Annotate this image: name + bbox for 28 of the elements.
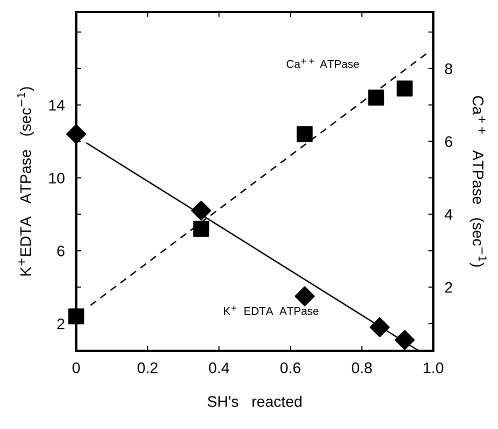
text: Ca$^{++}$ ATPase (sec$^{−1}$) [470,96,486,267]
point [68,308,84,324]
y-tick-label: 10 [49,172,64,184]
x-tick-label: 0 [72,362,80,374]
x-axis-title: SH's reacted [208,396,302,407]
x-tick-label: 0.6 [280,362,300,374]
y-tick-label: 6 [57,246,64,256]
y2-tick-label: 6 [445,136,452,148]
x-tick-label: 0.2 [138,362,158,374]
point [193,220,210,237]
y-tick-label: 2 [57,318,64,330]
point [394,330,415,350]
y2-tick-label: 2 [445,282,452,293]
point [294,286,315,306]
x-tick-label: 1.0 [424,362,444,374]
y-tick-label: 14 [49,100,65,110]
y-axis-title: K$^{+}$EDTA ATPase (sec$^{−1}$) [17,87,34,276]
point [296,126,313,142]
y2-tick-label: 8 [445,63,452,74]
x-tick-label: 0.8 [352,362,372,374]
point [191,200,212,221]
x-tick-label: 0.4 [209,362,230,374]
point [396,80,413,97]
y2-tick-label: 4 [444,209,452,220]
point [370,317,390,338]
text: Ca$^{++}$ ATPase [286,58,359,68]
point [368,90,384,106]
series-label: K$^{+}$ EDTA ATPase [224,306,318,315]
